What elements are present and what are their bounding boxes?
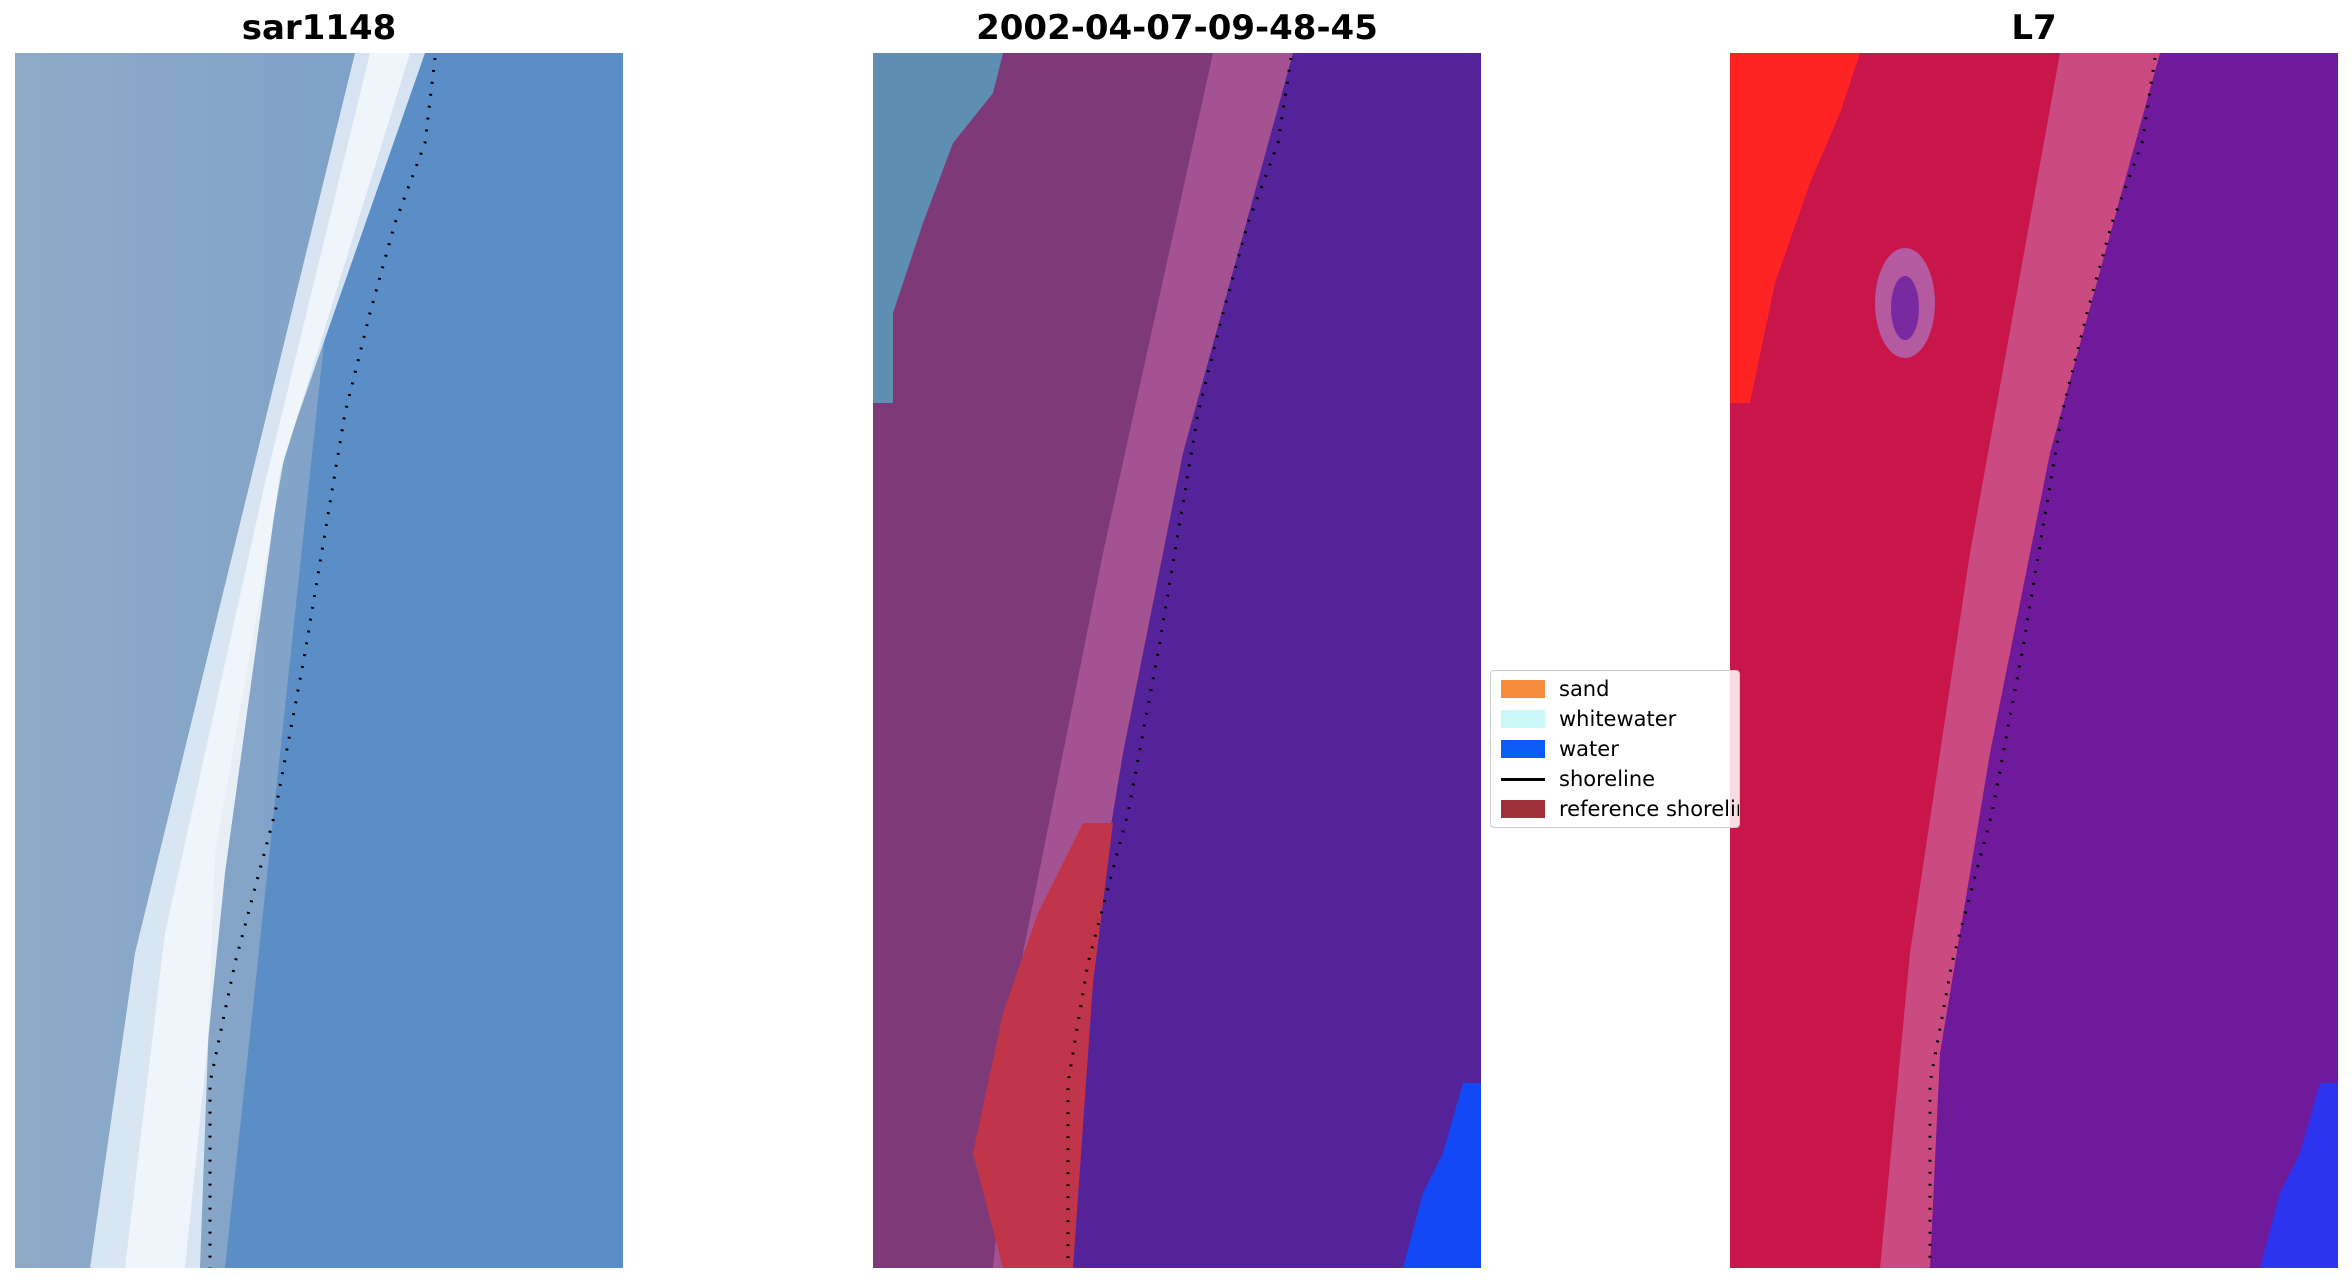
l7-panel xyxy=(1730,53,2338,1268)
legend-item-shoreline: shoreline xyxy=(1501,764,1655,794)
panel-title-classification: 2002-04-07-09-48-45 xyxy=(976,8,1378,48)
rgb-image-panel xyxy=(15,53,623,1268)
legend-item-whitewater: whitewater xyxy=(1501,704,1676,734)
class-reference-zone xyxy=(973,823,1113,1268)
l7-bright-land xyxy=(1730,53,1860,403)
legend-label-shoreline: shoreline xyxy=(1559,767,1656,791)
l7-open-water xyxy=(2260,1083,2338,1268)
classification-panel xyxy=(873,53,1481,1268)
legend-label-sand: sand xyxy=(1559,677,1610,701)
legend: sand whitewater water shoreline referenc… xyxy=(1490,670,1740,828)
panel-title-rgb: sar1148 xyxy=(241,8,397,48)
legend-item-water: water xyxy=(1501,734,1619,764)
legend-item-sand: sand xyxy=(1501,674,1609,704)
class-open-water xyxy=(1403,1083,1481,1268)
legend-label-water: water xyxy=(1559,737,1619,761)
legend-item-reference-shoreline: reference shoreline xyxy=(1501,794,1739,824)
legend-label-whitewater: whitewater xyxy=(1559,707,1677,731)
legend-swatch-shoreline xyxy=(1501,777,1545,781)
rgb-land-area xyxy=(15,53,355,1268)
legend-swatch-sand xyxy=(1501,680,1545,698)
legend-swatch-water xyxy=(1501,740,1545,758)
panel-title-l7: L7 xyxy=(2011,8,2057,48)
legend-label-reference-shoreline: reference shoreline xyxy=(1559,797,1739,821)
class-unclassified-top xyxy=(873,53,1003,403)
legend-swatch-whitewater xyxy=(1501,710,1545,728)
rgb-image xyxy=(15,53,623,1268)
legend-swatch-reference-shoreline xyxy=(1501,800,1545,818)
classification-image xyxy=(873,53,1481,1268)
l7-beach-band xyxy=(1880,53,2160,1268)
l7-image xyxy=(1730,53,2338,1268)
